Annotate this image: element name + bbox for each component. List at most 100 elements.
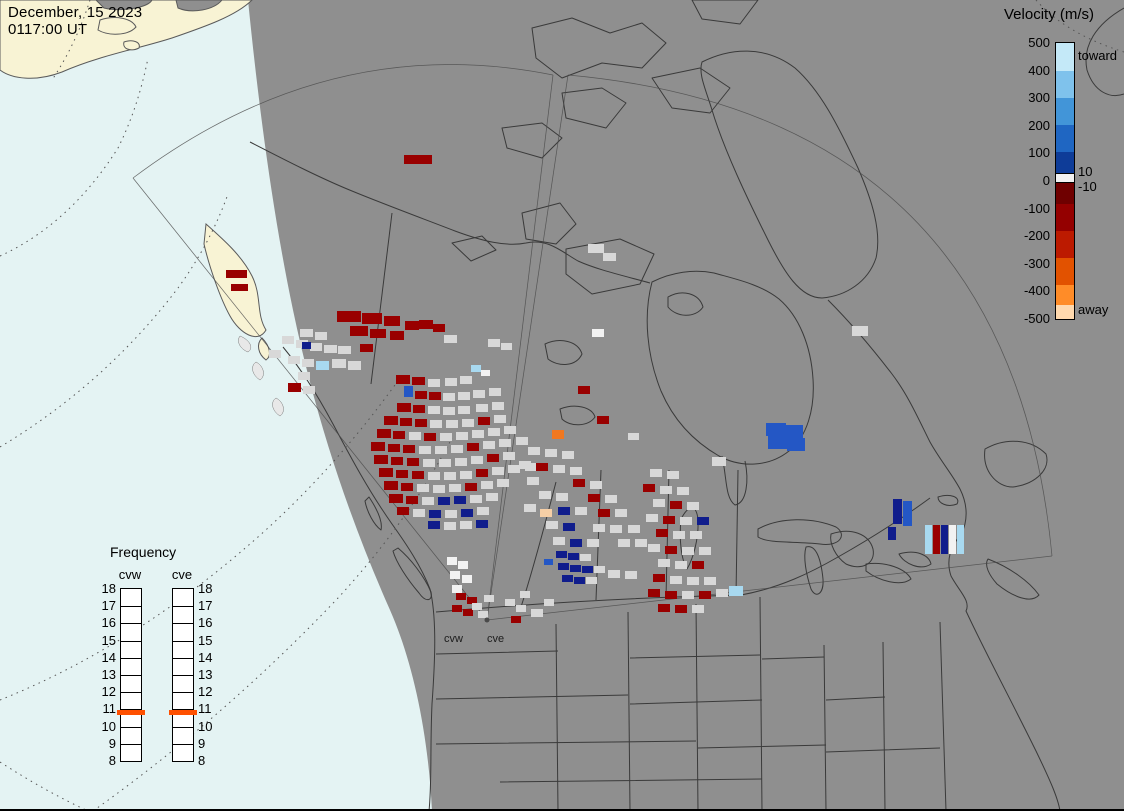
state-borders-horizontal (435, 650, 941, 783)
velocity-cell (476, 520, 488, 528)
velocity-cell (562, 575, 573, 582)
velocity-cell (463, 609, 473, 616)
frequency-tick-line (121, 692, 141, 693)
day-land-alaska-coast (203, 222, 267, 337)
frequency-tick-label: 18 (101, 581, 116, 596)
velocity-cell (587, 539, 599, 547)
velocity-cell (454, 496, 466, 504)
velocity-colorbar (1055, 42, 1075, 320)
velocity-cell (852, 326, 868, 336)
velocity-cell (768, 436, 788, 449)
velocity-cell (592, 329, 604, 337)
great-bear-lake (544, 340, 583, 365)
nova-scotia (986, 558, 1040, 600)
frequency-marker-cvw (117, 710, 145, 716)
velocity-cell (428, 472, 440, 480)
velocity-tick-label: -500 (1023, 311, 1050, 326)
frequency-tick-label: 14 (198, 649, 213, 665)
velocity-cell (568, 553, 579, 560)
arctic-island (531, 17, 667, 79)
velocity-cell (467, 597, 477, 604)
inlet (95, 0, 153, 11)
velocity-cell (226, 270, 247, 278)
velocity-cell (231, 284, 248, 291)
velocity-cell (570, 539, 582, 547)
arctic-island (651, 67, 731, 114)
velocity-cell (503, 452, 515, 460)
velocity-cell (699, 547, 711, 555)
velocity-tick-label: 0 (1042, 173, 1050, 188)
velocity-cell (488, 428, 500, 436)
velocity-cell (456, 432, 468, 440)
graticule-line (0, 193, 229, 448)
velocity-cell (528, 447, 540, 455)
coastal-ice-patches (238, 335, 284, 417)
velocity-cell (544, 559, 553, 565)
velocity-cell (446, 420, 458, 428)
graticule-line (0, 377, 401, 701)
velocity-cell (302, 359, 314, 367)
frequency-tick-line (121, 675, 141, 676)
velocity-cell (545, 449, 557, 457)
velocity-cell (288, 383, 301, 392)
velocity-cell (338, 346, 351, 354)
velocity-cell (428, 521, 440, 529)
velocity-cell (574, 577, 585, 584)
velocity-cell (618, 539, 630, 547)
frequency-tick-label: 9 (198, 735, 206, 751)
velocity-cell (648, 589, 660, 597)
velocity-cell (407, 458, 419, 466)
velocity-cell (658, 559, 670, 567)
velocity-cell (941, 525, 948, 554)
velocity-cell (660, 486, 672, 494)
day-land-island (123, 40, 140, 51)
away-label: away (1078, 302, 1109, 317)
fov-edge-cve-right (486, 555, 1053, 621)
velocity-cell (925, 525, 932, 554)
frequency-tick-line (121, 606, 141, 607)
velocity-cell (362, 313, 382, 324)
velocity-cell (444, 522, 456, 530)
velocity-cell (460, 521, 472, 529)
velocity-cell (635, 539, 647, 547)
velocity-cell (675, 605, 687, 613)
fov-edge-cve-left (486, 74, 569, 621)
velocity-cell (492, 402, 504, 410)
velocity-cell (648, 544, 660, 552)
velocity-cell (396, 375, 410, 384)
velocity-cell (443, 393, 455, 401)
frequency-tick-label: 13 (101, 667, 116, 682)
radar-site-dot (484, 617, 490, 623)
velocity-cell (546, 521, 558, 529)
frequency-tick-line (173, 606, 193, 607)
velocity-cell (288, 356, 300, 364)
frequency-tick-line (173, 709, 193, 710)
velocity-cell (608, 570, 620, 578)
velocity-cell (667, 471, 679, 479)
velocity-cell (389, 494, 403, 503)
velocity-cell (282, 336, 294, 344)
velocity-cell (403, 445, 415, 453)
velocity-cell (449, 484, 461, 492)
time-label: 0117:00 UT (8, 21, 88, 38)
frequency-tick-line (173, 692, 193, 693)
velocity-tick-label: 100 (1028, 145, 1050, 161)
frequency-tick-label: 17 (101, 598, 116, 614)
velocity-cell (516, 437, 528, 445)
frequency-bar-cve (172, 588, 194, 762)
velocity-cell (787, 438, 805, 451)
velocity-cell (497, 479, 509, 487)
velocity-cell (472, 430, 484, 438)
arctic-island (501, 122, 563, 159)
velocity-cell (391, 457, 403, 465)
velocity-cell (692, 605, 704, 613)
frequency-tick-label: 16 (101, 615, 116, 631)
velocity-cell (471, 456, 483, 464)
velocity-cell (511, 616, 521, 623)
velocity-cell (653, 499, 665, 507)
velocity-cell (435, 446, 447, 454)
velocity-cell (519, 461, 531, 469)
velocity-cell (615, 509, 627, 517)
velocity-cell (445, 510, 457, 518)
velocity-cell (412, 377, 425, 385)
